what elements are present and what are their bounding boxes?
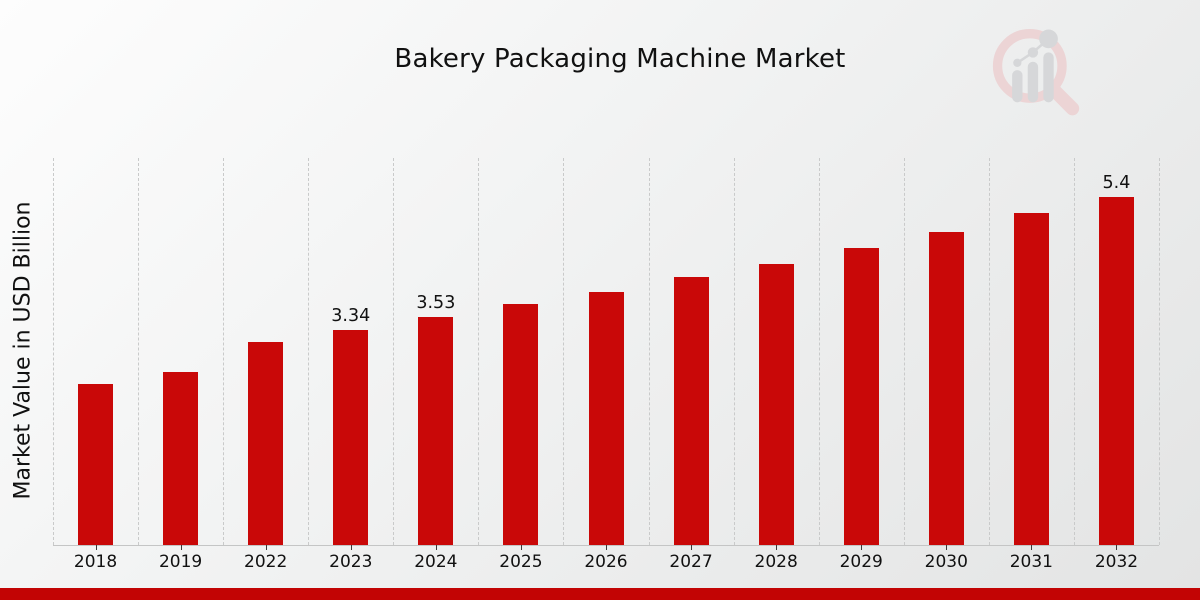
x-axis-tick [520,545,522,550]
x-axis-tick [606,545,607,550]
bar-2032 [1098,196,1134,545]
logo-dot-1 [1013,58,1022,67]
brand-logo-magnifier-icon [992,29,1080,116]
bar-2019 [163,372,199,545]
bar-2027 [673,277,709,545]
plot-area: 2018 2019 2022 2023 3.34 2024 3.53 2025 2026 2027… [53,158,1160,572]
bar-2024 [418,317,454,545]
x-axis-tick [435,545,437,550]
vertical-gridline [818,158,820,545]
x-tick-label-2027: 2027 [669,552,713,572]
bar-2031 [1013,213,1049,545]
x-tick-label-2018: 2018 [73,552,118,572]
bar-2028 [758,264,794,545]
vertical-gridline [988,158,990,545]
vertical-gridline [223,158,225,545]
x-axis-tick [691,545,693,550]
x-tick-label-2030: 2030 [924,552,968,572]
vertical-gridline [138,158,140,545]
vertical-gridline [648,158,650,545]
value-label-2024: 3.53 [416,293,456,314]
x-axis-tick [265,545,267,550]
bar-2026 [588,292,624,545]
bar-2018 [78,383,114,545]
x-tick-label-2023: 2023 [329,552,373,572]
x-tick-label-2022: 2022 [244,552,288,572]
vertical-gridline [733,158,735,545]
x-tick-label-2028: 2028 [754,552,798,572]
chart-title: Bakery Packaging Machine Market [394,44,846,74]
x-axis-tick [95,545,97,550]
vertical-gridline [393,158,395,545]
y-axis-label: Market Value in USD Billion [10,201,36,500]
vertical-gridline [563,158,565,545]
vertical-gridline [1073,158,1075,545]
vertical-gridline [478,158,480,545]
bar-2025 [503,304,539,545]
vertical-gridline [903,158,905,545]
x-tick-label-2032: 2032 [1094,552,1139,572]
x-axis-tick [946,545,948,550]
vertical-gridline [53,158,54,545]
x-axis-tick [350,545,352,550]
bar-2030 [928,231,964,545]
x-tick-label-2024: 2024 [414,552,458,572]
x-axis-tick [180,545,182,550]
logo-dot-3 [1039,29,1058,49]
x-tick-label-2019: 2019 [158,552,203,572]
value-label-2032: 5.4 [1102,172,1131,193]
logo-bar-3 [1043,52,1054,103]
x-axis-tick [776,545,778,550]
x-axis-tick [1116,545,1118,550]
x-axis-tick [1031,545,1033,550]
x-tick-label-2031: 2031 [1009,552,1053,572]
logo-bar-1 [1012,70,1023,103]
footer-accent-strip [0,588,1200,600]
x-axis-tick [861,545,863,550]
x-tick-label-2025: 2025 [499,552,543,572]
vertical-gridline [308,158,310,545]
value-label-2023: 3.34 [331,305,371,326]
logo-dot-2 [1027,47,1039,58]
bar-2023 [333,329,369,545]
vertical-gridline [1159,158,1160,545]
magnifier-handle [1048,84,1080,116]
logo-bar-2 [1027,61,1039,103]
x-tick-label-2026: 2026 [584,552,628,572]
bar-2029 [843,248,879,545]
bar-2022 [248,341,284,545]
x-tick-label-2029: 2029 [839,552,883,572]
